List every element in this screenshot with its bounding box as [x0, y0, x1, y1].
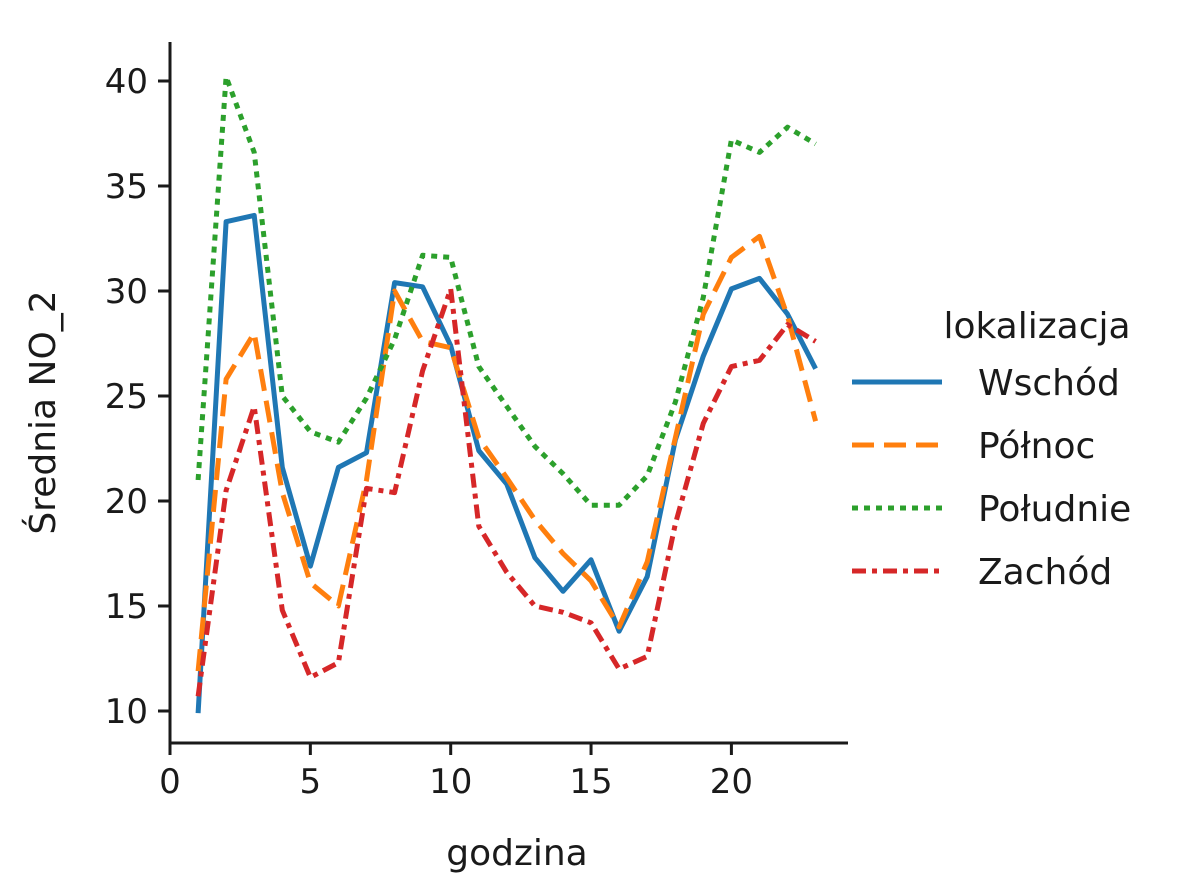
legend-title: lokalizacja	[943, 306, 1130, 347]
x-tick-label: 0	[159, 762, 181, 802]
y-tick-label: 35	[105, 167, 148, 207]
y-tick-label: 15	[105, 587, 148, 627]
y-tick-label: 20	[105, 482, 148, 522]
legend: lokalizacja Wschód Północ Południe Zachód	[852, 306, 1131, 593]
y-axis-label: Średnia NO_2	[22, 290, 64, 534]
y-tick-label: 10	[105, 692, 148, 732]
series-line-1	[195, 212, 818, 714]
legend-label: Zachód	[978, 552, 1112, 593]
legend-label: Południe	[978, 489, 1131, 530]
x-tick-label: 5	[300, 762, 322, 802]
series-layer	[195, 74, 819, 714]
x-tick-label: 15	[569, 762, 612, 802]
y-tick-label: 25	[105, 377, 148, 417]
y-tick-label: 40	[105, 62, 148, 102]
x-tick-label: 10	[429, 762, 472, 802]
axes	[168, 42, 848, 745]
y-tick-label: 30	[105, 272, 148, 312]
x-tick-label: 20	[710, 762, 753, 802]
legend-label: Wschód	[978, 363, 1120, 404]
ticks: 0 5 10 15 20 10 15 20 25 30 35 40	[105, 62, 753, 802]
series-line-3	[195, 74, 817, 508]
series-line-2	[195, 233, 819, 672]
x-axis-label: godzina	[446, 833, 588, 874]
legend-label: Północ	[978, 426, 1095, 467]
series-line-4	[195, 286, 817, 697]
